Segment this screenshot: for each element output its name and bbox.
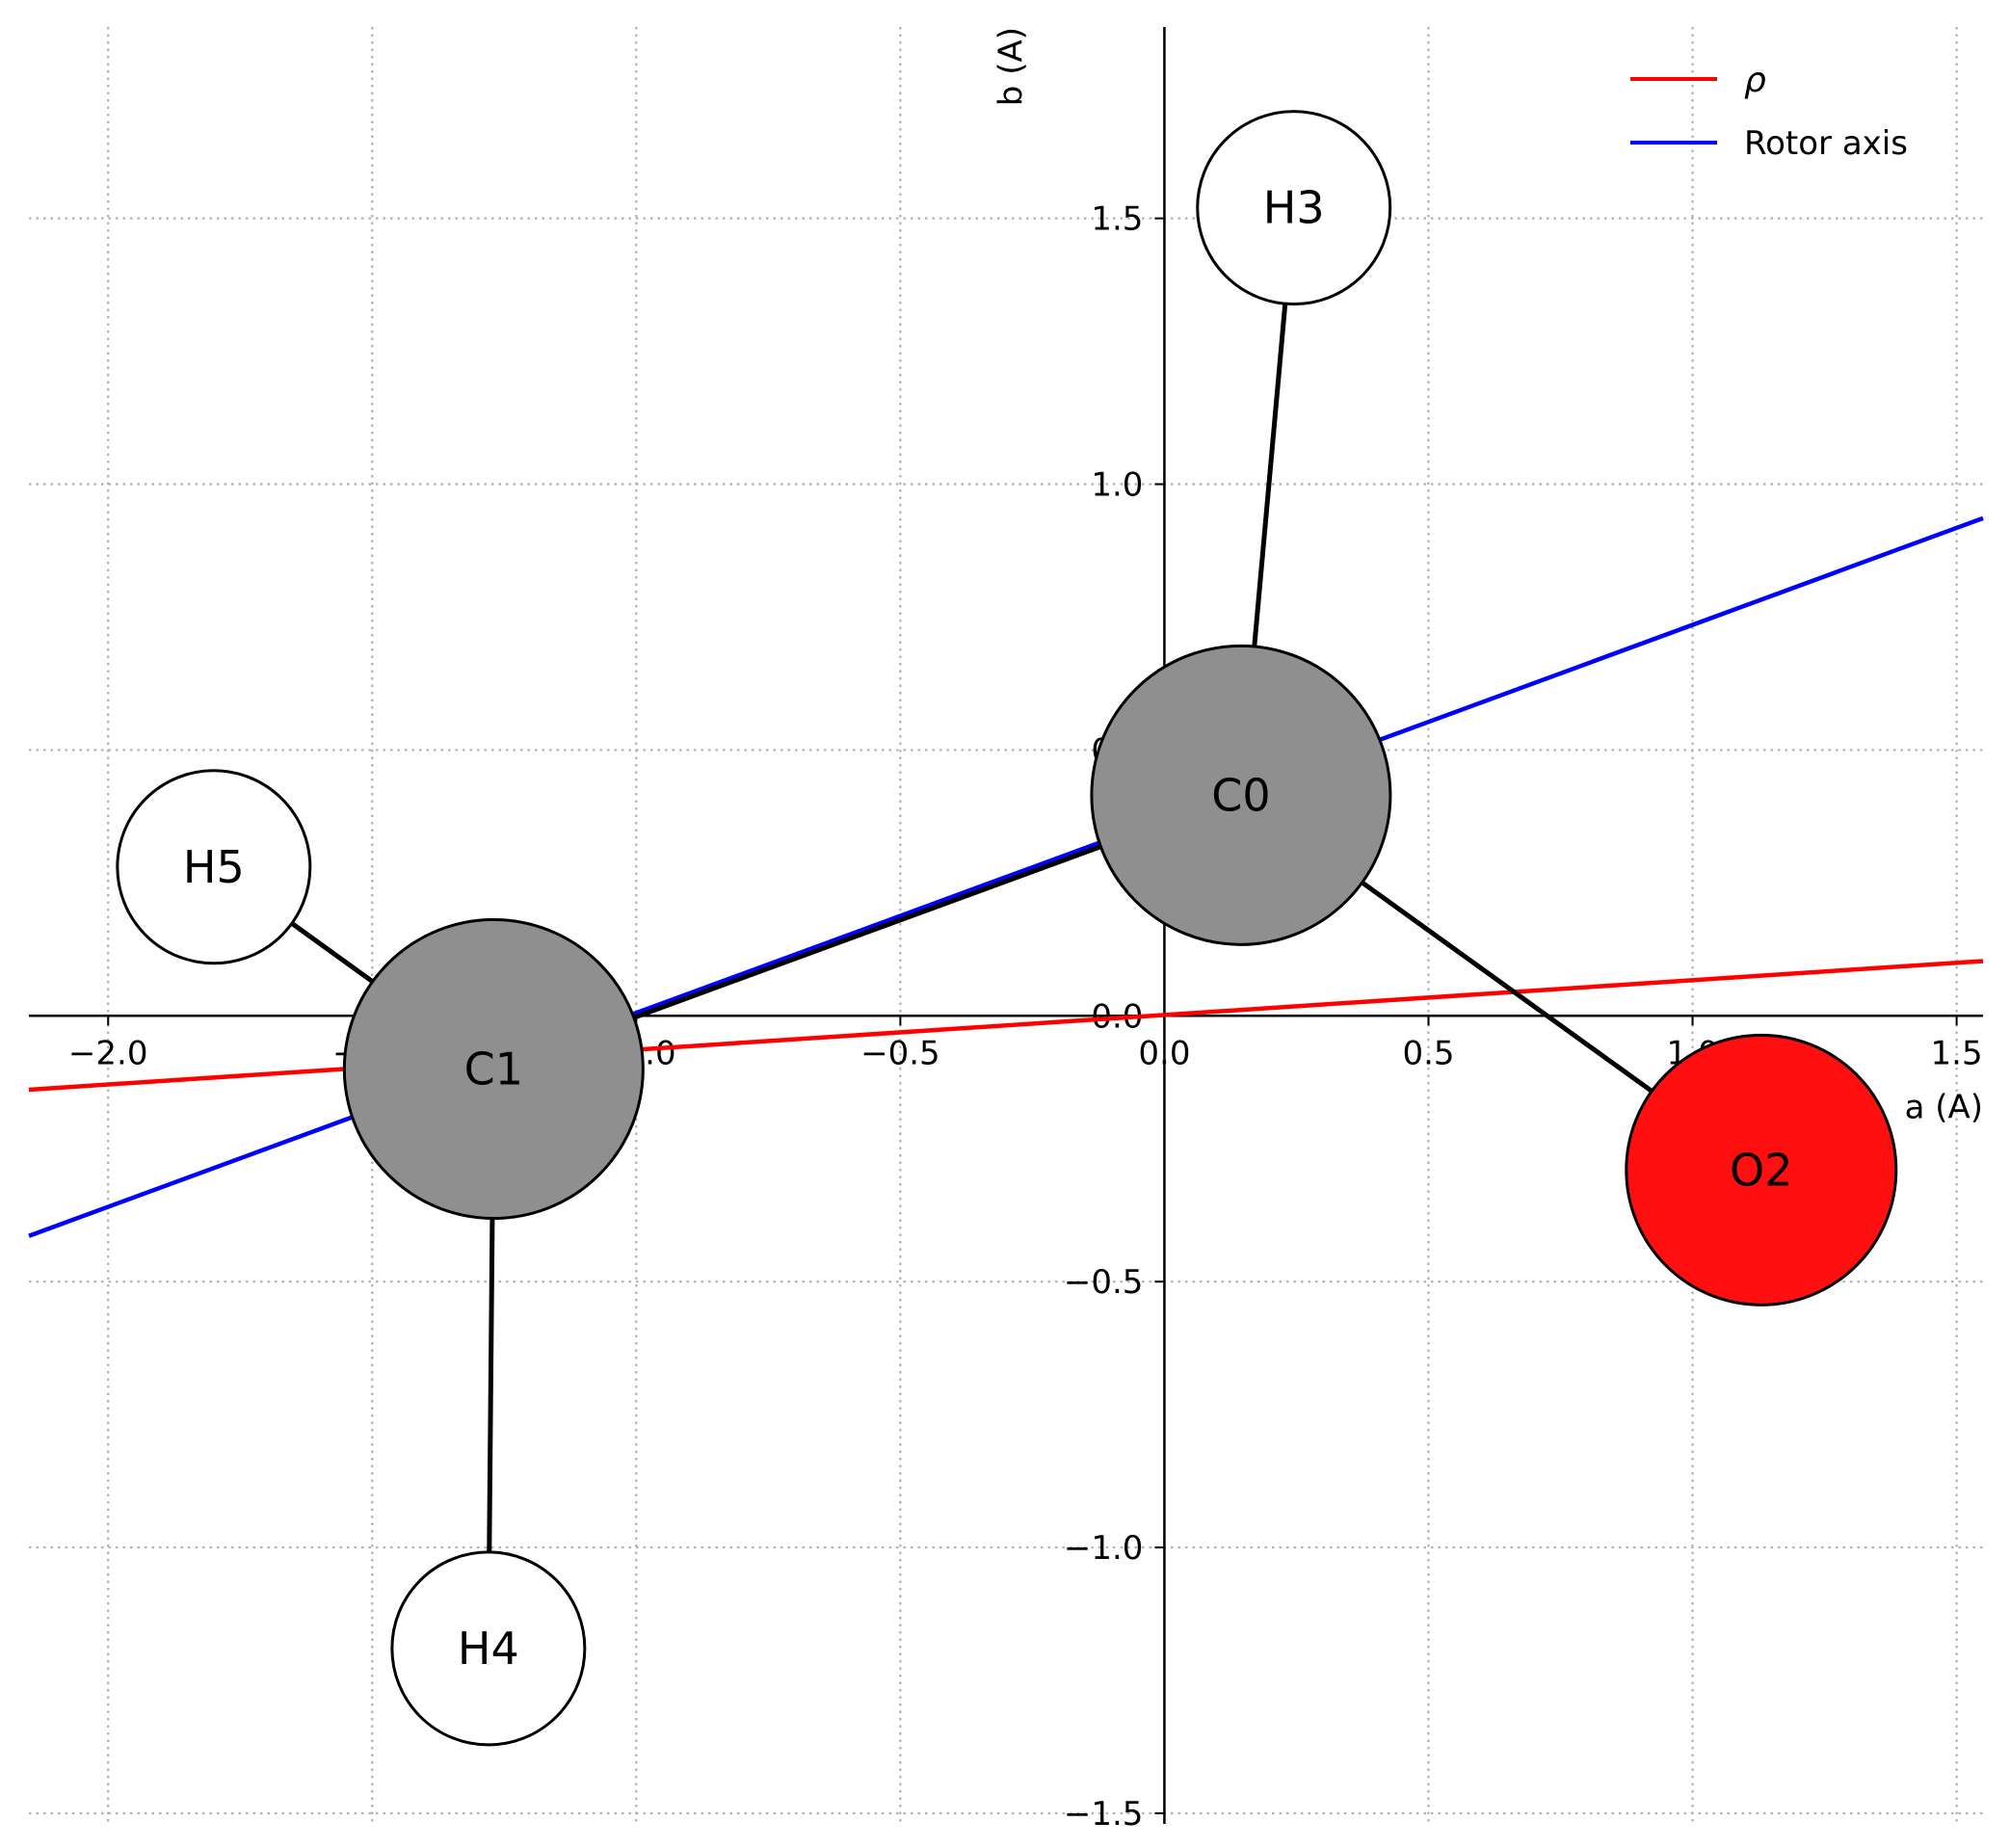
axes: [29, 27, 1983, 1824]
x-tick-label-4: 0.0: [1138, 1034, 1190, 1072]
atom-label-c1: C1: [464, 1043, 523, 1095]
y-axis-label: b (A): [992, 27, 1030, 106]
atom-h4: [390, 1550, 587, 1747]
x-tick-label-5: 0.5: [1402, 1034, 1454, 1072]
atom-label-h5: H5: [183, 841, 245, 893]
atom-label-c0: C0: [1211, 769, 1270, 821]
legend: ρ Rotor axis: [1630, 61, 1908, 163]
legend-label-rho: ρ: [1744, 61, 1766, 100]
y-tick-label-1: −1.0: [1064, 1529, 1144, 1568]
x-tick-label-0: −2.0: [68, 1034, 148, 1072]
y-tick-label-5: 1.0: [1091, 466, 1143, 505]
grid: [29, 27, 1983, 1824]
atom-h3: [1196, 110, 1392, 306]
x-axis-label: a (A): [1905, 1088, 1983, 1126]
atom-c0: [1090, 644, 1392, 946]
atom-c1: [342, 917, 645, 1220]
atoms: C0 C1 O2 H3 H4 H5: [116, 110, 1898, 1747]
atom-o2: [1625, 1033, 1898, 1307]
atom-label-h4: H4: [458, 1623, 519, 1675]
x-tick-label-3: −0.5: [860, 1034, 940, 1072]
atom-label-h3: H3: [1263, 182, 1325, 234]
atom-h5: [116, 769, 312, 965]
y-tick-label-2: −0.5: [1064, 1263, 1144, 1302]
atom-label-o2: O2: [1730, 1144, 1792, 1196]
legend-label-rotor-axis: Rotor axis: [1744, 124, 1908, 163]
x-tick-label-7: 1.5: [1931, 1034, 1983, 1072]
y-tick-label-6: 1.5: [1091, 200, 1143, 239]
y-tick-label-0: −1.5: [1064, 1795, 1144, 1834]
